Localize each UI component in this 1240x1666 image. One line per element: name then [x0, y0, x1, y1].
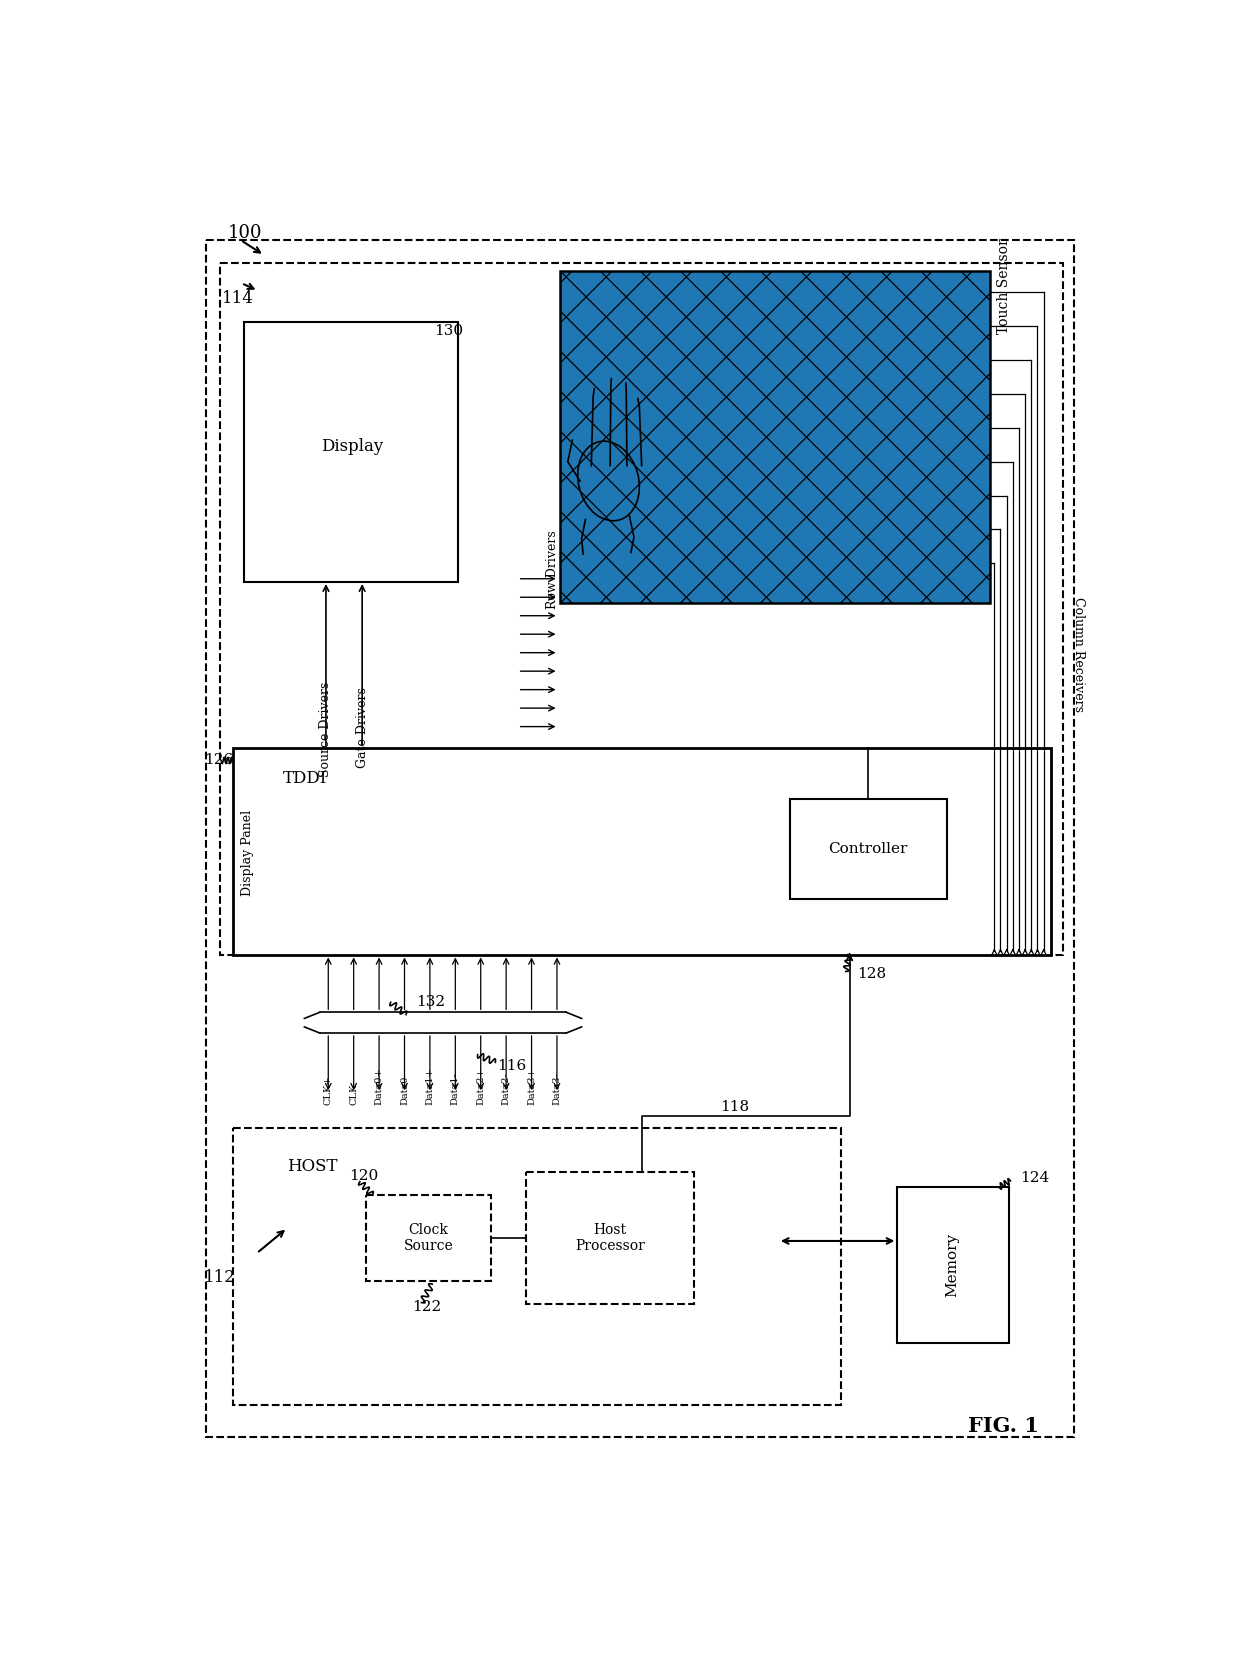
Bar — [898, 1188, 1009, 1343]
Text: 130: 130 — [434, 323, 463, 338]
Text: Data1-: Data1- — [451, 1071, 460, 1105]
Text: 116: 116 — [497, 1060, 526, 1073]
Text: Data3+: Data3+ — [527, 1066, 536, 1105]
Text: Source Drivers: Source Drivers — [320, 681, 332, 778]
Text: TDDI: TDDI — [283, 770, 327, 788]
Text: Gate Drivers: Gate Drivers — [356, 686, 368, 768]
Text: Controller: Controller — [828, 841, 908, 856]
Bar — [560, 272, 990, 603]
Bar — [526, 1171, 694, 1304]
Bar — [790, 800, 947, 900]
Text: Data2-: Data2- — [502, 1071, 511, 1105]
Text: 100: 100 — [227, 223, 262, 242]
Text: Data0+: Data0+ — [374, 1066, 383, 1105]
Text: Clock
Source: Clock Source — [403, 1223, 454, 1253]
Text: Touch Sensor: Touch Sensor — [997, 238, 1011, 335]
Text: HOST: HOST — [288, 1158, 339, 1175]
Text: Data0-: Data0- — [401, 1071, 409, 1105]
Text: Data1+: Data1+ — [425, 1066, 434, 1105]
Text: Column Receivers: Column Receivers — [1071, 596, 1085, 711]
Bar — [219, 263, 1063, 955]
Bar — [233, 1128, 841, 1404]
Text: Display Panel: Display Panel — [241, 810, 254, 896]
Text: 128: 128 — [857, 966, 887, 981]
Text: Data3-: Data3- — [553, 1071, 562, 1105]
Text: 132: 132 — [417, 995, 445, 1010]
Text: 122: 122 — [412, 1299, 441, 1314]
Text: Memory: Memory — [946, 1233, 960, 1296]
Text: CLK-: CLK- — [350, 1081, 358, 1105]
Text: 112: 112 — [205, 1269, 236, 1286]
Bar — [244, 322, 459, 581]
Bar — [233, 748, 1052, 955]
Text: CLK+: CLK+ — [324, 1075, 332, 1105]
Text: 120: 120 — [350, 1170, 378, 1183]
Text: Row Drivers: Row Drivers — [546, 530, 559, 608]
Text: Host
Processor: Host Processor — [575, 1223, 645, 1253]
Text: FIG. 1: FIG. 1 — [968, 1416, 1039, 1436]
Text: 124: 124 — [1021, 1171, 1050, 1185]
Text: 118: 118 — [720, 1100, 749, 1115]
Text: Display: Display — [321, 438, 383, 455]
Bar — [560, 272, 990, 603]
Bar — [366, 1195, 491, 1281]
Text: 126: 126 — [205, 753, 233, 768]
Text: 114: 114 — [222, 290, 254, 307]
Text: Data2+: Data2+ — [476, 1066, 485, 1105]
